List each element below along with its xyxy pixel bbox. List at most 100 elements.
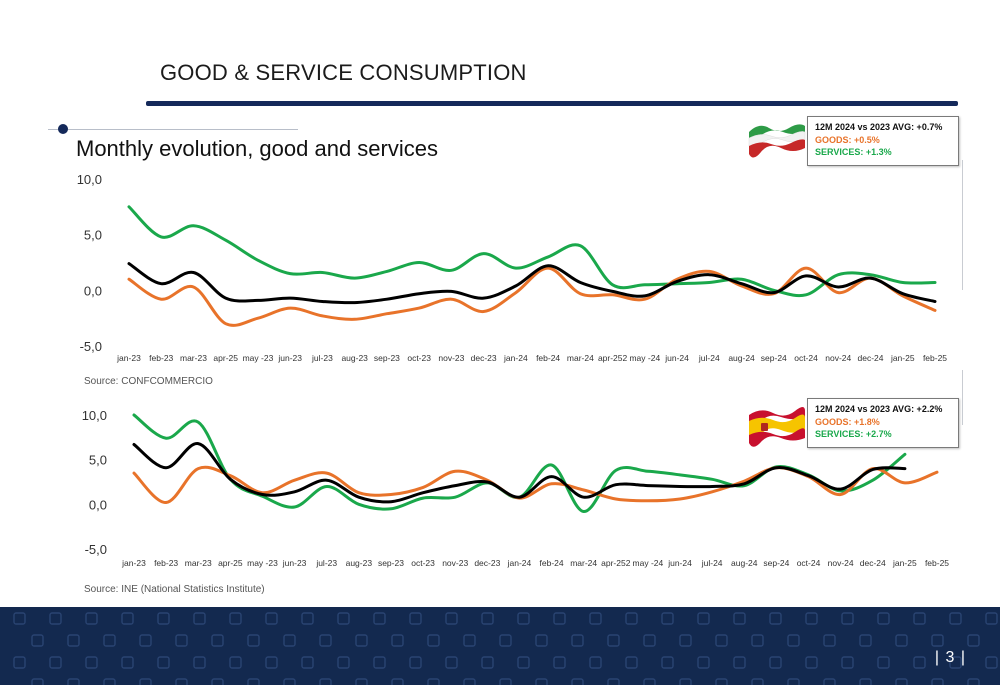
y-tick-label: -5,0	[80, 339, 102, 354]
legend-avg-line: 12M 2024 vs 2023 AVG: +0.7%	[815, 122, 943, 132]
x-tick-label: jun-24	[667, 558, 692, 568]
pattern-square-icon	[553, 656, 566, 669]
x-tick-label: jan-23	[116, 353, 141, 363]
pattern-square-icon	[355, 678, 368, 685]
legend-box-italy: 12M 2024 vs 2023 AVG: +0.7% GOODS: +0.5%…	[807, 116, 959, 166]
services-series-line	[127, 205, 937, 298]
x-tick-label: may -24	[629, 353, 660, 363]
x-tick-label: feb-23	[154, 558, 178, 568]
pattern-square-icon	[211, 678, 224, 685]
pattern-square-icon	[805, 612, 818, 625]
pattern-square-icon	[571, 678, 584, 685]
pattern-square-icon	[13, 656, 26, 669]
x-tick-label: dec-24	[860, 558, 886, 568]
x-tick-label: oct-23	[411, 558, 435, 568]
x-tick-label: may -23	[247, 558, 278, 568]
spain-consumption-chart: 10,0 5,0 0,0 -5,0 jan-23 feb-23 mar-23 apr-25 ma…	[82, 408, 950, 568]
pattern-square-icon	[337, 656, 350, 669]
pattern-square-icon	[967, 678, 980, 685]
x-tick-label: feb-24	[540, 558, 564, 568]
pattern-square-icon	[697, 656, 710, 669]
pattern-square-icon	[373, 612, 386, 625]
pattern-square-icon	[283, 678, 296, 685]
pattern-square-icon	[607, 634, 620, 647]
x-tick-label: nov-24	[828, 558, 854, 568]
pattern-square-icon	[553, 612, 566, 625]
pattern-square-icon	[841, 612, 854, 625]
pattern-square-icon	[409, 656, 422, 669]
pattern-square-icon	[121, 656, 134, 669]
pattern-square-icon	[931, 678, 944, 685]
pattern-square-icon	[589, 612, 602, 625]
y-tick-label: 10,0	[82, 408, 107, 423]
pattern-square-icon	[319, 634, 332, 647]
pattern-square-icon	[193, 612, 206, 625]
pattern-square-icon	[769, 612, 782, 625]
pattern-square-icon	[931, 634, 944, 647]
x-tick-label: may -23	[243, 353, 274, 363]
pattern-square-icon	[103, 634, 116, 647]
pattern-square-icon	[517, 612, 530, 625]
pattern-square-icon	[949, 612, 962, 625]
pattern-square-icon	[67, 678, 80, 685]
pattern-square-icon	[625, 612, 638, 625]
pattern-square-icon	[823, 678, 836, 685]
pattern-square-icon	[949, 656, 962, 669]
pattern-square-icon	[661, 612, 674, 625]
pattern-square-icon	[355, 634, 368, 647]
pattern-square-icon	[751, 634, 764, 647]
pattern-square-icon	[715, 634, 728, 647]
pattern-square-icon	[625, 656, 638, 669]
pattern-square-icon	[319, 678, 332, 685]
pattern-square-icon	[481, 612, 494, 625]
x-tick-label: sep-24	[763, 558, 789, 568]
footer-pattern	[13, 612, 998, 685]
pattern-square-icon	[409, 612, 422, 625]
pattern-square-icon	[535, 678, 548, 685]
y-tick-label: 5,0	[89, 453, 107, 468]
pattern-square-icon	[67, 634, 80, 647]
pattern-square-icon	[391, 634, 404, 647]
legend-goods-line: GOODS: +1.8%	[815, 416, 880, 427]
pattern-square-icon	[571, 634, 584, 647]
pattern-square-icon	[247, 634, 260, 647]
pattern-square-icon	[643, 634, 656, 647]
pattern-square-icon	[463, 678, 476, 685]
pattern-square-icon	[445, 656, 458, 669]
pattern-square-icon	[445, 612, 458, 625]
pattern-square-icon	[985, 612, 998, 625]
legend-services-line: SERVICES: +2.7%	[815, 429, 892, 439]
pattern-square-icon	[211, 634, 224, 647]
x-tick-label: dec-24	[858, 353, 884, 363]
pattern-square-icon	[823, 634, 836, 647]
x-tick-label: aug-23	[341, 353, 368, 363]
pattern-square-icon	[49, 612, 62, 625]
pattern-square-icon	[139, 634, 152, 647]
x-tick-label: aug-24	[731, 558, 758, 568]
goods-series-line	[127, 266, 937, 327]
x-tick-label: dec-23	[474, 558, 500, 568]
x-tick-label: jun-23	[282, 558, 307, 568]
slide-title: GOOD & SERVICE CONSUMPTION	[160, 60, 527, 85]
pattern-square-icon	[787, 634, 800, 647]
x-tick-label: sep-24	[761, 353, 787, 363]
x-tick-label: nov-23	[438, 353, 464, 363]
x-tick-label: apr-25	[213, 353, 238, 363]
pattern-square-icon	[661, 656, 674, 669]
x-tick-label: jul-24	[698, 353, 720, 363]
pattern-square-icon	[103, 678, 116, 685]
pattern-square-icon	[265, 612, 278, 625]
pattern-square-icon	[427, 634, 440, 647]
x-tick-label: mar-23	[180, 353, 207, 363]
pattern-square-icon	[121, 612, 134, 625]
pattern-square-icon	[157, 656, 170, 669]
pattern-square-icon	[427, 678, 440, 685]
legend-avg-line: 12M 2024 vs 2023 AVG: +2.2%	[815, 404, 943, 414]
pattern-square-icon	[841, 656, 854, 669]
pattern-square-icon	[607, 678, 620, 685]
y-tick-label: 5,0	[84, 228, 102, 243]
total-series-line	[132, 442, 907, 504]
italy-consumption-chart: 10,0 5,0 0,0 -5,0 jan-23 feb-23 mar-23 apr-25 ma…	[77, 172, 948, 363]
pattern-square-icon	[985, 656, 998, 669]
decorative-dot	[58, 124, 68, 134]
